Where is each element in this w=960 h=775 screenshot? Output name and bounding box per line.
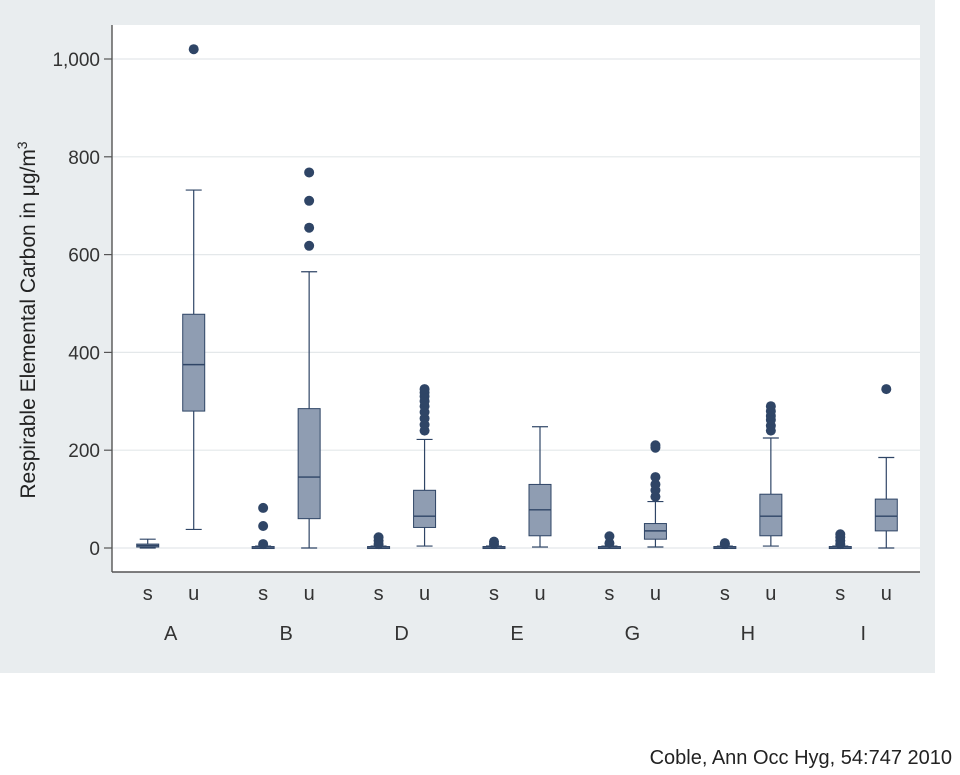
group-d — [367, 384, 437, 550]
x-sub-label: s — [258, 583, 268, 605]
box-d-s — [367, 532, 391, 550]
group-e — [482, 426, 552, 550]
x-group-label: E — [510, 623, 523, 645]
gridlines — [112, 58, 920, 549]
group-b — [251, 167, 321, 550]
outlier-point — [258, 539, 269, 550]
box-e-s — [482, 536, 506, 550]
group-g — [597, 440, 667, 550]
x-sub-label: u — [765, 583, 776, 605]
group-h — [713, 401, 783, 550]
y-tick-label: 400 — [68, 343, 100, 364]
outlier-point — [650, 479, 661, 490]
box-e-u — [528, 426, 552, 548]
y-tick-label: 800 — [68, 148, 100, 169]
outlier-point — [373, 532, 384, 543]
outlier-point — [304, 195, 315, 206]
y-tick-label: 200 — [68, 441, 100, 462]
citation: Coble, Ann Occ Hyg, 54:747 2010 — [649, 747, 952, 769]
x-sub-label: u — [304, 583, 315, 605]
box-plot-chart: 0 200 400 600 800 1,000 Respirable Elemental C… — [14, 25, 920, 645]
outlier-point — [304, 222, 315, 233]
box-g-u — [643, 440, 667, 548]
axes — [104, 25, 920, 573]
outlier-point — [489, 536, 499, 547]
x-sub-label: u — [881, 583, 892, 605]
outlier-point — [604, 538, 615, 549]
outlier-point — [604, 531, 615, 542]
x-sub-label: u — [534, 583, 545, 605]
box-h-s — [713, 538, 737, 550]
plot-area — [112, 25, 920, 572]
x-sub-label: s — [374, 583, 384, 605]
box-i-u — [874, 384, 898, 549]
y-axis-title: Respirable Elemental Carbon in μg/m3 — [14, 141, 40, 498]
iqr-box — [182, 313, 206, 412]
outlier-point — [419, 384, 430, 395]
x-sub-label: u — [650, 583, 661, 605]
group-a — [136, 44, 206, 549]
y-tick-label: 600 — [68, 246, 100, 267]
labels: 0 200 400 600 800 1,000 Respirable Elemental C… — [14, 50, 892, 645]
box-a-s — [136, 538, 160, 549]
outlier-point — [188, 44, 199, 55]
boxes — [136, 44, 898, 550]
x-sub-label: s — [143, 583, 153, 605]
outlier-point — [304, 167, 315, 178]
outlier-point — [765, 401, 776, 412]
iqr-box — [759, 493, 783, 537]
x-group-label: B — [279, 623, 292, 645]
iqr-box — [874, 498, 898, 532]
outlier-point — [650, 440, 661, 451]
iqr-box — [297, 408, 321, 520]
box-g-s — [597, 531, 621, 550]
outlier-point — [881, 384, 892, 395]
box-b-s — [251, 502, 275, 550]
x-sub-label: s — [489, 583, 499, 605]
x-sub-label: u — [419, 583, 430, 605]
x-group-label: I — [861, 623, 867, 645]
x-sub-label: s — [604, 583, 614, 605]
box-a-u — [182, 44, 206, 531]
outlier-point — [835, 529, 846, 540]
x-group-label: A — [164, 623, 178, 645]
x-group-label: G — [625, 623, 641, 645]
outlier-point — [650, 472, 661, 483]
x-sub-label: s — [835, 583, 845, 605]
y-tick-label: 0 — [89, 539, 100, 560]
box-i-s — [828, 529, 852, 550]
group-i — [828, 384, 898, 550]
box-h-u — [759, 401, 783, 547]
box-b-u — [297, 167, 321, 549]
outlier-point — [258, 502, 269, 513]
outlier-point — [304, 240, 315, 251]
x-sub-label: s — [720, 583, 730, 605]
iqr-box — [413, 489, 437, 528]
box-d-u — [413, 384, 437, 547]
y-tick-label: 1,000 — [52, 50, 100, 71]
x-group-label: H — [741, 623, 755, 645]
outlier-point — [258, 520, 269, 531]
x-sub-label: u — [188, 583, 199, 605]
x-group-label: D — [394, 623, 408, 645]
outlier-point — [719, 538, 730, 549]
